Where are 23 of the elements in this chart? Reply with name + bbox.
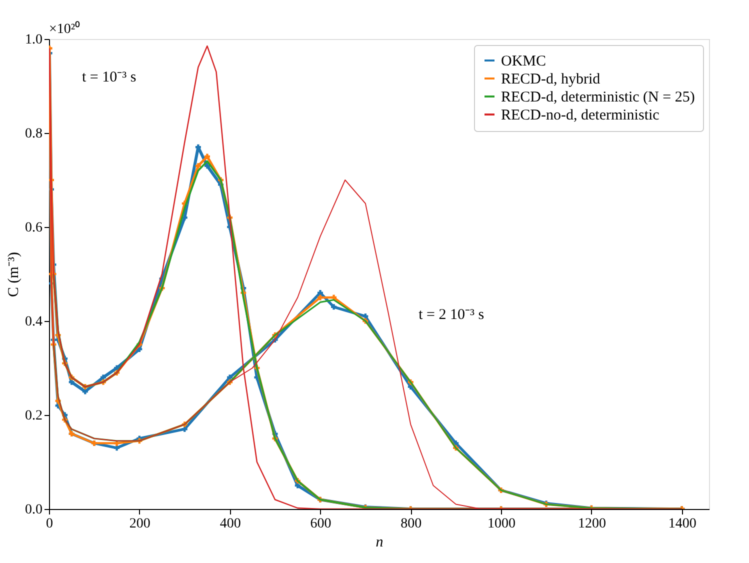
y-tick-label: 0.6 (25, 220, 42, 236)
y-tick-label: 1.0 (25, 32, 42, 48)
x-tick-label: 400 (220, 516, 241, 532)
x-tick-label: 1400 (668, 516, 696, 532)
y-tick-label: 0.2 (25, 408, 42, 424)
legend-label: OKMC (501, 54, 546, 70)
legend-label: RECD-d, deterministic (N = 25) (501, 90, 695, 106)
annotation: t = 10⁻³ s (82, 70, 136, 86)
legend-label: RECD-d, hybrid (501, 72, 601, 88)
text: ×10²⁰ (49, 21, 80, 37)
y-tick-label: 0.4 (25, 314, 42, 330)
x-tick-label: 0 (46, 516, 53, 532)
legend-label: RECD-no-d, deterministic (501, 108, 660, 124)
x-tick-label: 1000 (488, 516, 516, 532)
x-tick-label: 1200 (578, 516, 606, 532)
y-axis-title: C (m⁻³) (6, 252, 22, 297)
y-tick-label: 0.0 (25, 502, 42, 518)
x-tick-label: 200 (129, 516, 150, 532)
x-tick-label: 800 (400, 516, 422, 532)
x-tick-label: 600 (310, 516, 332, 532)
x-axis-title: n (376, 534, 384, 550)
annotation: t = 2 10⁻³ s (418, 306, 484, 323)
y-tick-label: 0.8 (25, 126, 42, 142)
